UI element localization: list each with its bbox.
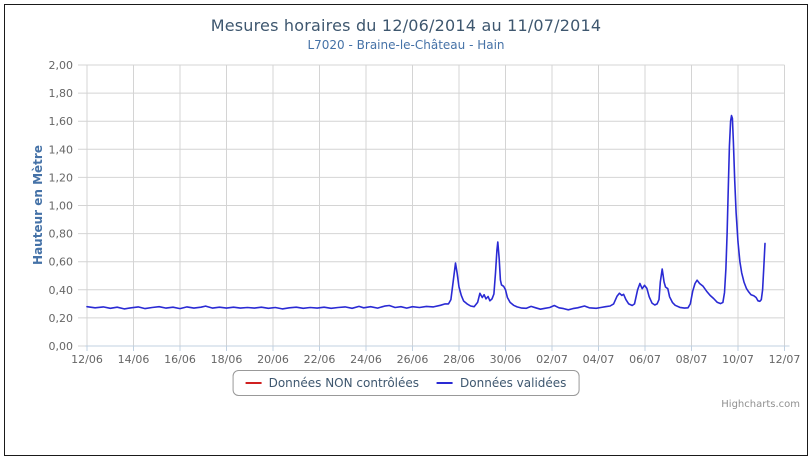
legend-label-validees: Données validées (460, 376, 567, 390)
y-axis-label: 0,40 (49, 284, 74, 297)
x-axis-label: 28/06 (443, 353, 475, 366)
x-axis-label: 06/07 (629, 353, 661, 366)
y-axis-label: 0,20 (49, 312, 74, 325)
y-axis-label: 0,80 (49, 228, 74, 241)
x-axis-label: 30/06 (490, 353, 522, 366)
x-axis-label: 20/06 (257, 353, 289, 366)
x-axis-label: 22/06 (304, 353, 336, 366)
y-axis-label: 1,00 (49, 200, 74, 213)
legend-label-non-controlees: Données NON contrôlées (268, 376, 420, 390)
x-axis-label: 12/07 (769, 353, 801, 366)
highcharts-credit[interactable]: Highcharts.com (721, 399, 800, 410)
x-axis-label: 18/06 (211, 353, 243, 366)
red-line-marker (245, 382, 262, 384)
x-axis-label: 26/06 (397, 353, 429, 366)
x-axis-label: 24/06 (350, 353, 382, 366)
y-axis-label: 0,60 (49, 256, 74, 269)
x-axis-label: 04/07 (583, 353, 615, 366)
chart-title: Mesures horaires du 12/06/2014 au 11/07/… (210, 16, 602, 35)
blue-line-marker (437, 382, 454, 384)
legend: Données NON contrôlées Données validées (232, 370, 580, 396)
chart-subtitle: L7020 - Braine-le-Château - Hain (307, 38, 505, 52)
x-axis-label: 14/06 (118, 353, 150, 366)
y-axis-label: 2,00 (49, 59, 74, 72)
x-axis-label: 08/07 (676, 353, 708, 366)
series-line-validees[interactable] (86, 114, 766, 311)
x-axis-label: 12/06 (71, 353, 103, 366)
y-axis-label: 1,40 (49, 143, 74, 156)
x-axis-label: 02/07 (536, 353, 568, 366)
legend-item-non-controlees[interactable]: Données NON contrôlées (245, 376, 420, 390)
y-axis-label: 0,00 (49, 340, 74, 353)
y-axis-label: 1,20 (49, 171, 74, 184)
chart-container: Mesures horaires du 12/06/2014 au 11/07/… (4, 4, 808, 456)
y-axis-label: 1,80 (49, 87, 74, 100)
plot-area: 0,00 0,20 0,40 0,60 0,80 1,00 1,20 1,40 1,60 1,80… (49, 59, 801, 366)
legend-item-validees[interactable]: Données validées (437, 376, 566, 390)
x-axis-label: 16/06 (164, 353, 196, 366)
x-axis-label: 10/07 (722, 353, 754, 366)
y-axis-label: 1,60 (49, 115, 74, 128)
